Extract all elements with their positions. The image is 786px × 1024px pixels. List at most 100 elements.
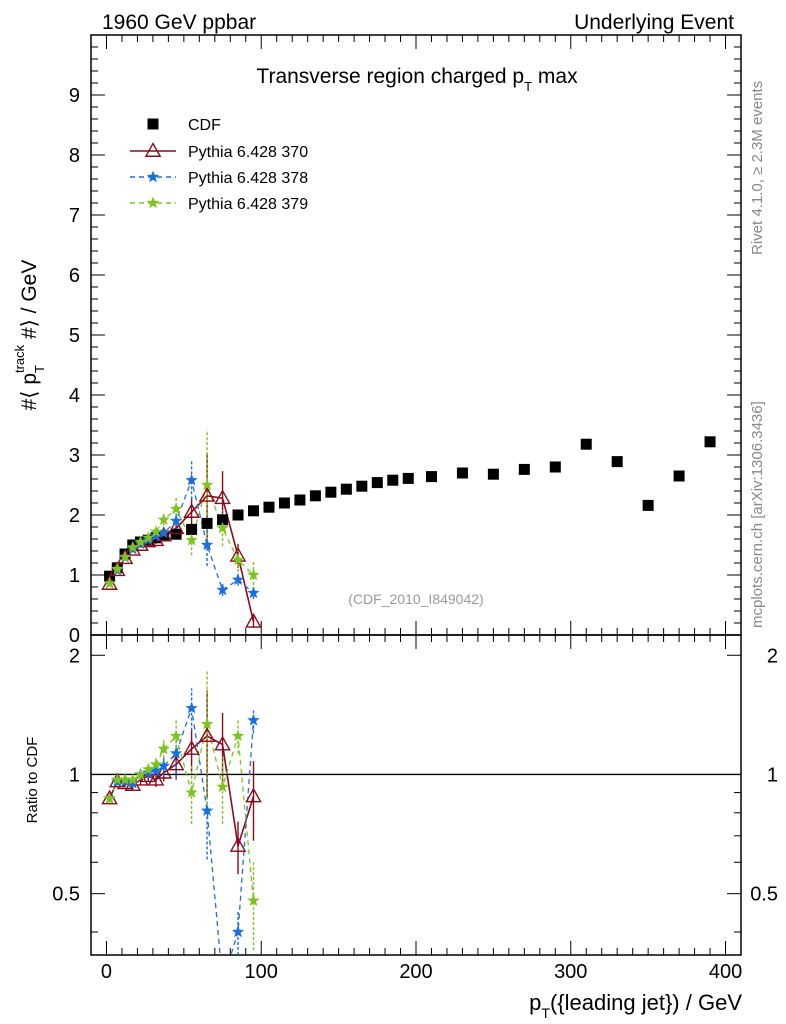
data-point-pythia-379 bbox=[185, 786, 198, 798]
legend-label-pythia-378: Pythia 6.428 378 bbox=[188, 170, 308, 187]
data-point-cdf bbox=[232, 509, 244, 521]
data-point-cdf bbox=[201, 517, 213, 529]
x-axis-label: pT({leading jet}) / GeV bbox=[529, 990, 742, 1021]
data-point-pythia-378 bbox=[247, 586, 260, 599]
data-point-pythia-378 bbox=[149, 529, 163, 542]
data-point-pythia-379 bbox=[126, 540, 139, 553]
data-point-pythia-379 bbox=[126, 773, 139, 785]
data-point-pythia-370 bbox=[144, 142, 162, 157]
data-point-pythia-370 bbox=[124, 776, 142, 792]
ratio-panel: 0 100 200 300 400 0.5 0.5 1 1 2 2 bbox=[52, 35, 778, 987]
y-tick-label: 2 bbox=[69, 505, 80, 527]
data-point-pythia-370 bbox=[245, 787, 262, 803]
legend-label-pythia-379: Pythia 6.428 379 bbox=[188, 196, 308, 213]
ratio-y-axis-label: Ratio to CDF bbox=[24, 737, 41, 824]
data-point-cdf bbox=[263, 501, 275, 513]
data-point-pythia-379 bbox=[103, 791, 116, 804]
y-axis-label-post: #⟩ / GeV bbox=[18, 260, 41, 345]
data-point-cdf bbox=[487, 468, 499, 480]
data-point-pythia-379 bbox=[134, 768, 147, 780]
legend-label-cdf: CDF bbox=[188, 117, 221, 134]
data-point-pythia-379 bbox=[146, 196, 160, 209]
y-axis-label-sup: track bbox=[12, 344, 27, 373]
data-point-pythia-370 bbox=[183, 739, 200, 755]
legend-item-pythia-379: Pythia 6.428 379 bbox=[130, 196, 308, 213]
y-axis-label-pre: #⟨ p bbox=[18, 373, 41, 410]
data-point-pythia-370 bbox=[198, 727, 216, 743]
data-point-pythia-379 bbox=[216, 521, 229, 534]
chart-title-sub: T bbox=[524, 79, 532, 94]
x-tick-label: 300 bbox=[554, 961, 587, 983]
y-tick-label: 5 bbox=[69, 325, 80, 347]
data-point-cdf bbox=[518, 463, 530, 475]
data-point-pythia-370 bbox=[245, 612, 262, 628]
data-point-cdf bbox=[456, 467, 468, 479]
data-point-pythia-370 bbox=[214, 489, 231, 505]
data-point-pythia-379 bbox=[149, 525, 163, 538]
ratio-line-pythia-378 bbox=[108, 707, 255, 955]
data-point-pythia-370 bbox=[167, 755, 185, 771]
data-point-pythia-379 bbox=[118, 550, 132, 563]
data-point-pythia-379 bbox=[142, 762, 155, 775]
data-point-pythia-378 bbox=[169, 514, 183, 527]
data-point-cdf bbox=[704, 436, 716, 448]
chart-title-post: max bbox=[532, 65, 578, 88]
data-point-pythia-370 bbox=[198, 486, 216, 502]
data-point-pythia-370 bbox=[167, 519, 185, 535]
ratio-frame-border bbox=[90, 634, 742, 956]
data-point-pythia-370 bbox=[132, 536, 149, 551]
data-point-cdf bbox=[217, 514, 229, 526]
analysis-watermark: (CDF_2010_I849042) bbox=[348, 591, 483, 607]
y-tick-label: 1 bbox=[69, 565, 80, 587]
data-point-pythia-378 bbox=[247, 713, 260, 726]
legend-item-pythia-378: Pythia 6.428 378 bbox=[130, 170, 308, 187]
ratio-tick-label: 1 bbox=[69, 764, 80, 786]
data-point-pythia-379 bbox=[149, 757, 163, 770]
x-tick-label: 100 bbox=[245, 961, 278, 983]
data-point-cdf bbox=[309, 490, 321, 502]
data-point-pythia-379 bbox=[111, 773, 124, 785]
data-point-cdf bbox=[642, 499, 654, 511]
rivet-version-label: Rivet 4.1.0, ≥ 2.3M events bbox=[749, 81, 766, 255]
data-point-pythia-378 bbox=[200, 804, 214, 816]
ratio-plot-area bbox=[101, 669, 262, 987]
ratio-tick-label-right: 2 bbox=[767, 645, 778, 667]
header-right: Underlying Event bbox=[574, 11, 734, 34]
data-point-cdf bbox=[186, 523, 198, 535]
x-axis-label-post: ({leading jet}) / GeV bbox=[550, 990, 742, 1015]
data-point-pythia-378 bbox=[146, 170, 160, 183]
data-point-pythia-370 bbox=[229, 836, 247, 852]
y-tick-label: 7 bbox=[69, 205, 80, 227]
x-tick-label: 0 bbox=[101, 961, 112, 983]
data-point-pythia-379 bbox=[169, 729, 183, 742]
mcplots-label: mcplots.cern.ch [arXiv:1306.3436] bbox=[749, 401, 766, 628]
data-point-pythia-379 bbox=[200, 717, 214, 730]
data-point-pythia-370 bbox=[139, 767, 157, 783]
data-point-pythia-379 bbox=[169, 502, 183, 515]
data-point-pythia-378 bbox=[157, 759, 170, 772]
data-point-pythia-370 bbox=[214, 735, 231, 751]
data-point-cdf bbox=[356, 480, 368, 492]
data-point-pythia-370 bbox=[183, 503, 200, 518]
y-tick-label: 9 bbox=[69, 85, 80, 107]
data-point-pythia-379 bbox=[157, 513, 170, 526]
data-point-pythia-379 bbox=[118, 773, 132, 785]
chart-title-pre: Transverse region charged p bbox=[256, 65, 524, 88]
data-point-pythia-379 bbox=[111, 562, 124, 575]
data-point-pythia-379 bbox=[103, 576, 116, 589]
y-tick-label: 3 bbox=[69, 445, 80, 467]
y-tick-label: 0 bbox=[69, 625, 80, 647]
ratio-tick-label-right: 0.5 bbox=[750, 884, 778, 906]
x-tick-label: 400 bbox=[709, 961, 742, 983]
data-point-pythia-378 bbox=[216, 975, 228, 987]
data-point-pythia-379 bbox=[247, 568, 260, 581]
y-axis-label-sub: T bbox=[32, 365, 47, 373]
ratio-line-pythia-379 bbox=[108, 723, 255, 901]
data-point-pythia-379 bbox=[200, 478, 214, 491]
y-tick-label: 6 bbox=[69, 265, 80, 287]
data-point-cdf bbox=[387, 474, 399, 486]
data-point-cdf bbox=[278, 497, 290, 509]
data-point-cdf bbox=[371, 477, 383, 489]
y-axis-label: #⟨ pTtrack #⟩ / GeV bbox=[12, 260, 47, 411]
